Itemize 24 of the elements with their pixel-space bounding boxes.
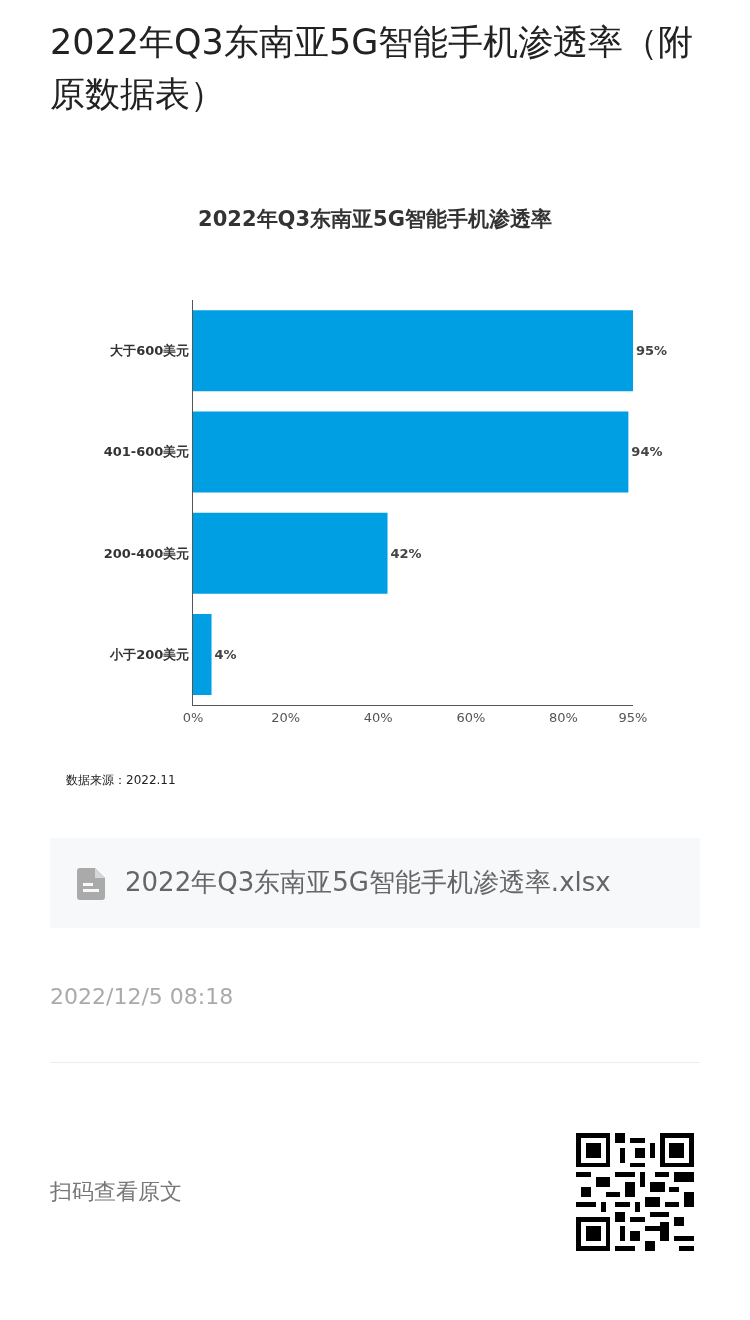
bar: [193, 310, 633, 392]
source-note: 数据来源：2022.11: [66, 773, 176, 788]
y-tick-label: 小于200美元: [109, 646, 190, 662]
x-tick-label: 95%: [618, 709, 648, 725]
y-tick-label: 大于600美元: [110, 343, 190, 359]
x-tick-label: 80%: [549, 709, 578, 725]
text: 扫码查看原文: [50, 1179, 182, 1206]
x-tick-label: 60%: [456, 709, 486, 725]
data-label: 95%: [636, 343, 668, 359]
data-label: 4%: [214, 646, 237, 662]
chart-title: 2022年Q3东南亚5G智能手机渗透率（附原数据表）: [50, 21, 695, 116]
bar: [193, 512, 388, 594]
bar: [193, 411, 629, 493]
x-tick-label: 20%: [271, 709, 301, 725]
bar: [193, 613, 212, 695]
data-label: 94%: [631, 444, 663, 460]
y-tick-label: 401-600美元: [103, 444, 190, 460]
chart-subtitle: 2022年Q3东南亚5G智能手机渗透率: [198, 207, 552, 232]
y-tick-label: 200-400美元: [103, 545, 190, 561]
text: 2022年Q3东南亚5G智能手机渗透率.xlsx: [125, 867, 611, 899]
data-label: 42%: [390, 545, 422, 561]
text: 2022/12/5 08:18: [50, 984, 234, 1011]
x-tick-label: 0%: [182, 709, 204, 725]
x-tick-label: 40%: [363, 709, 393, 725]
